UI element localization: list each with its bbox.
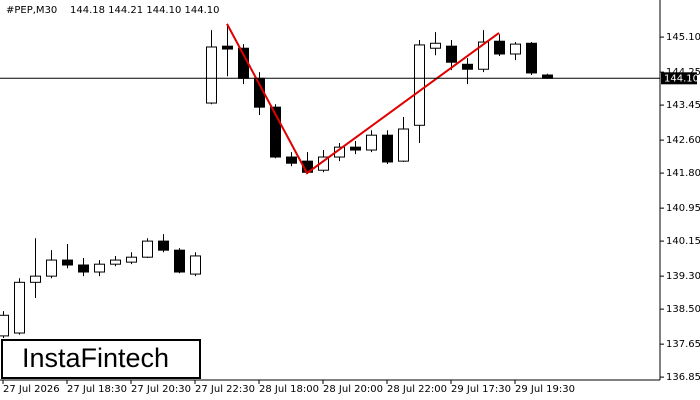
candle-body <box>286 156 297 164</box>
x-tick-label: 27 Jul 20:30 <box>131 384 191 395</box>
x-tick-label: 27 Jul 22:30 <box>195 384 255 395</box>
candle-body <box>414 44 425 126</box>
candle-body <box>94 263 105 273</box>
candle-body <box>366 134 377 151</box>
last-price-box <box>661 72 697 85</box>
y-tick-label: 140.95 <box>666 203 700 214</box>
candle-body <box>46 259 57 277</box>
candle-body <box>14 281 25 334</box>
candle-body <box>30 275 41 283</box>
candle-body <box>478 41 489 70</box>
candle-body <box>446 45 457 63</box>
candle-body <box>62 259 73 266</box>
candle-body <box>350 146 361 151</box>
candle-body <box>222 45 233 50</box>
candle-body <box>430 42 441 49</box>
x-tick-label: 27 Jul 2026 <box>3 384 60 395</box>
candle-body <box>110 259 121 265</box>
y-tick-label: 140.15 <box>666 236 700 247</box>
y-tick-label: 139.30 <box>666 271 700 282</box>
pattern-line <box>226 23 500 175</box>
candle-body <box>158 240 169 251</box>
y-tick-label: 137.65 <box>666 339 700 350</box>
candle-body <box>270 106 281 158</box>
candle-body <box>126 256 137 263</box>
symbol: #PEP,M30 <box>6 5 57 16</box>
x-tick-label: 29 Jul 17:30 <box>451 384 511 395</box>
last-price-label: 144.10 <box>664 73 699 84</box>
y-tick-label: 142.60 <box>666 135 700 146</box>
logo-box <box>1 339 201 379</box>
candle-body <box>398 128 409 162</box>
candle-body <box>142 240 153 258</box>
logo: InstaFintech <box>22 343 169 373</box>
candle-body <box>78 264 89 273</box>
candle-body <box>526 42 537 74</box>
x-tick-label: 28 Jul 22:00 <box>387 384 447 395</box>
y-tick-label: 145.10 <box>666 32 700 43</box>
y-tick-label: 138.50 <box>666 304 700 315</box>
header-ohlc: 144.18 144.21 144.10 144.10 <box>70 5 220 16</box>
x-tick-label: 28 Jul 20:00 <box>323 384 383 395</box>
y-tick-label: 143.45 <box>666 100 700 111</box>
candle-body <box>494 40 505 55</box>
candle-body <box>206 46 217 104</box>
x-tick-label: 27 Jul 18:30 <box>67 384 127 395</box>
candle-body <box>462 63 473 70</box>
candle-body <box>382 134 393 163</box>
candle-body <box>0 314 9 337</box>
y-tick-label: 136.85 <box>666 372 700 383</box>
candle-body <box>510 43 521 55</box>
y-tick-label: 141.80 <box>666 168 700 179</box>
x-tick-label: 28 Jul 18:00 <box>259 384 319 395</box>
candle-body <box>190 255 201 275</box>
candle-body <box>174 249 185 273</box>
x-tick-label: 29 Jul 19:30 <box>515 384 575 395</box>
